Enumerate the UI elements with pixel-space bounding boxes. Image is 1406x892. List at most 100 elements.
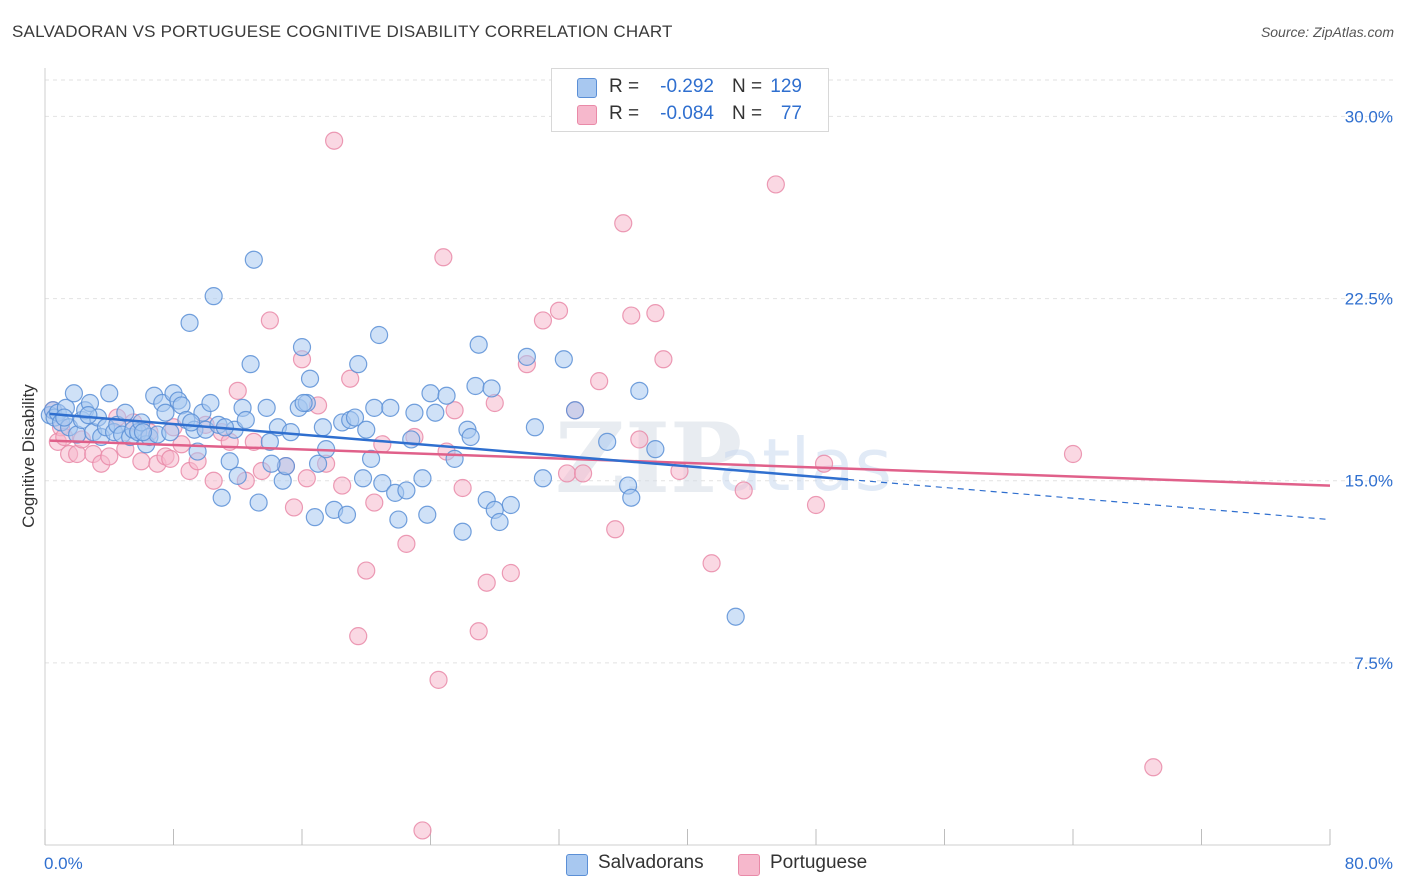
legend-r-value: -0.084 xyxy=(660,103,714,124)
salvadoran-point xyxy=(466,376,485,396)
legend-row-salvadorans: R = -0.292 N = 129 xyxy=(552,74,828,100)
bottom-legend-swatch-pink xyxy=(738,854,760,876)
portuguese-point xyxy=(132,452,151,471)
portuguese-point xyxy=(614,214,633,233)
portuguese-point xyxy=(161,449,180,468)
salvadoran-point xyxy=(426,403,445,422)
axes xyxy=(44,68,1331,846)
salvadoran-point xyxy=(188,442,207,461)
salvadoran-point xyxy=(337,505,357,524)
salvadoran-point xyxy=(461,427,480,447)
salvadoran-point xyxy=(501,495,520,515)
y-tick-label: 30.0% xyxy=(1345,107,1393,126)
salvadoran-point xyxy=(353,469,373,488)
bottom-legend-swatch-blue xyxy=(566,854,588,876)
x-tick-label: 0.0% xyxy=(44,854,83,873)
y-tick-label: 15.0% xyxy=(1345,472,1393,491)
tick-labels: 7.5% 15.0% 22.5% 30.0% 0.0% 80.0% xyxy=(44,107,1393,873)
salvadoran-point xyxy=(345,408,365,427)
salvadoran-point xyxy=(402,430,421,449)
salvadoran-point xyxy=(308,454,328,473)
x-tick-label: 80.0% xyxy=(1345,854,1393,873)
salvadoran-point xyxy=(260,432,279,451)
portuguese-point xyxy=(297,469,316,488)
portuguese-point xyxy=(814,454,834,473)
legend-r-label: R = xyxy=(609,76,640,97)
salvadoran-point xyxy=(220,452,239,471)
salvadoran-point xyxy=(418,505,437,524)
portuguese-trend-line xyxy=(49,439,1331,487)
portuguese-point xyxy=(630,430,649,449)
y-axis-label: Cognitive Disability xyxy=(19,384,38,528)
portuguese-point xyxy=(445,401,464,420)
portuguese-point xyxy=(501,563,520,583)
salvadoran-point xyxy=(381,398,400,417)
salvadoran-point xyxy=(445,449,464,468)
portuguese-point xyxy=(1144,758,1163,777)
salvadoran-point xyxy=(389,510,408,529)
salvadoran-point xyxy=(453,522,472,541)
portuguese-point xyxy=(469,622,488,641)
portuguese-point xyxy=(333,476,352,495)
portuguese-point xyxy=(702,554,721,573)
salvadoran-point xyxy=(469,335,488,354)
salvadoran-point xyxy=(726,607,745,626)
salvadoran-point xyxy=(262,454,281,473)
portuguese-point xyxy=(341,369,360,388)
salvadoran-point xyxy=(294,393,313,413)
salvadoran-point xyxy=(100,384,119,403)
portuguese-point xyxy=(477,573,496,592)
source-credit: Source: ZipAtlas.com xyxy=(1260,24,1394,40)
salvadoran-point xyxy=(405,403,424,422)
salvadoran-point xyxy=(357,420,376,439)
portuguese-point xyxy=(413,821,432,840)
salvadoran-point xyxy=(490,512,509,532)
salvadoran-point xyxy=(565,401,585,420)
salvadoran-point xyxy=(212,488,231,507)
salvadoran-point xyxy=(365,398,384,417)
legend-r-label: R = xyxy=(609,103,640,124)
salvadoran-point xyxy=(182,413,201,432)
legend-r-value: -0.292 xyxy=(660,76,714,97)
legend-row-portuguese: R = -0.084 N = 77 xyxy=(552,101,828,127)
salvadoran-trend-extension xyxy=(848,478,1331,521)
salvadoran-point xyxy=(646,440,665,459)
salvadoran-point xyxy=(156,403,175,422)
salvadoran-point xyxy=(421,384,440,403)
portuguese-point xyxy=(557,464,577,483)
correlation-legend: R = -0.292 N = 129 R = -0.084 N = 77 xyxy=(551,68,829,132)
portuguese-point xyxy=(373,435,392,454)
salvadoran-point xyxy=(305,508,324,527)
portuguese-point xyxy=(325,131,344,150)
bottom-legend-label: Salvadorans xyxy=(598,852,704,873)
salvadoran-point xyxy=(630,381,649,400)
portuguese-point xyxy=(606,520,625,539)
salvadoran-point xyxy=(361,449,381,468)
portuguese-point xyxy=(533,311,553,330)
salvadoran-point xyxy=(533,469,553,488)
portuguese-point xyxy=(397,534,416,553)
portuguese-point xyxy=(1063,444,1083,464)
portuguese-point xyxy=(260,311,279,330)
salvadoran-point xyxy=(517,347,536,366)
salvadoran-point xyxy=(55,408,74,427)
portuguese-point xyxy=(806,495,826,515)
portuguese-point xyxy=(622,306,641,325)
portuguese-point xyxy=(766,175,785,194)
portuguese-point xyxy=(284,498,304,517)
salvadoran-point xyxy=(622,488,641,507)
salvadoran-point xyxy=(79,406,98,425)
salvadoran-point xyxy=(228,466,247,485)
salvadoran-point xyxy=(413,469,432,488)
legend-swatch-pink xyxy=(577,105,597,125)
portuguese-point xyxy=(429,670,448,689)
portuguese-point xyxy=(734,481,753,500)
salvadoran-point xyxy=(349,355,368,374)
portuguese-point xyxy=(349,627,368,646)
chart-title: SALVADORAN VS PORTUGUESE COGNITIVE DISAB… xyxy=(12,22,673,41)
portuguese-point xyxy=(549,301,569,320)
salvadoran-point xyxy=(482,379,501,398)
salvadoran-point xyxy=(249,493,268,512)
portuguese-point xyxy=(357,561,376,580)
